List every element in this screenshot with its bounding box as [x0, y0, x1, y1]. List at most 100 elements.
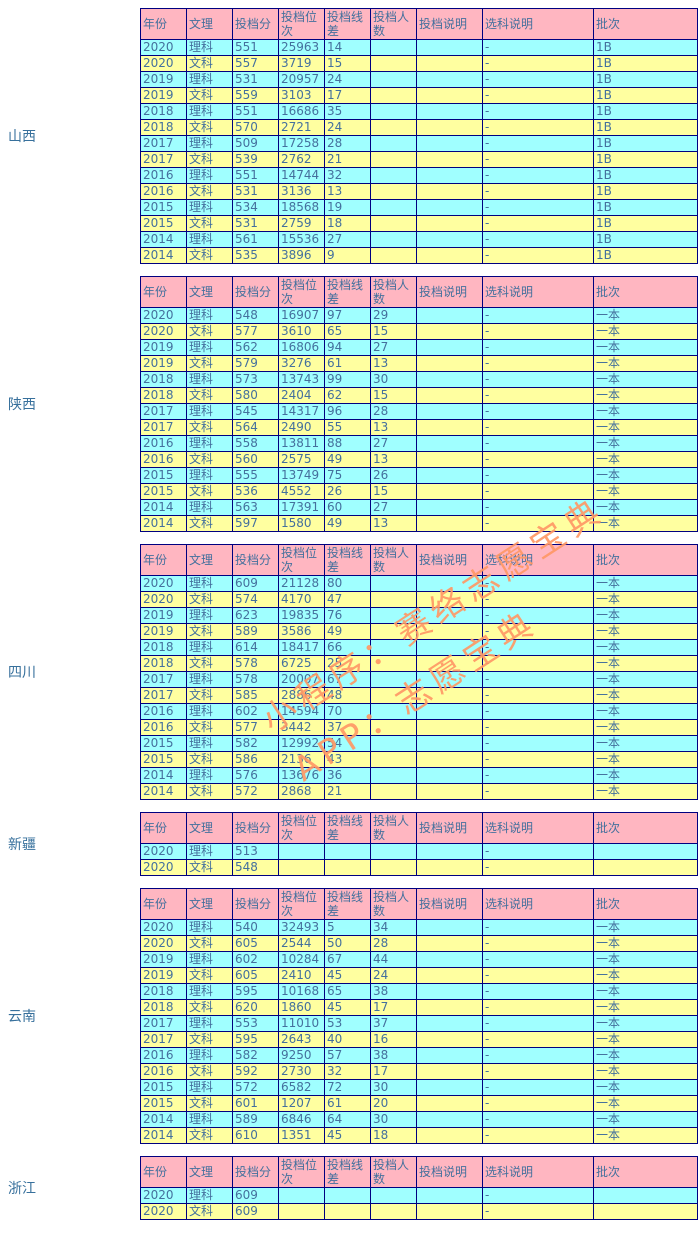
table-row: 2016 文科 577 3442 37 - 一本	[140, 719, 698, 736]
cell-track: 理科	[186, 339, 233, 356]
cell-note	[416, 39, 483, 56]
cell-year: 2020	[140, 935, 187, 952]
column-header: 批次	[593, 8, 698, 40]
cell-rank: 2643	[278, 1031, 325, 1048]
cell-note	[416, 151, 483, 168]
cell-track: 理科	[186, 135, 233, 152]
column-header: 投档说明	[416, 8, 483, 40]
cell-batch: 1B	[593, 71, 698, 88]
column-header: 投档线差	[324, 276, 371, 308]
cell-note	[416, 371, 483, 388]
cell-score: 561	[232, 231, 279, 248]
cell-score: 610	[232, 1127, 279, 1144]
cell-line-diff: 49	[324, 515, 371, 532]
cell-count	[370, 591, 417, 608]
cell-note	[416, 1203, 483, 1220]
cell-note	[416, 183, 483, 200]
cell-subject-note: -	[482, 515, 594, 532]
cell-rank: 3103	[278, 87, 325, 104]
table-row: 2015 文科 531 2759 18 -1B	[140, 215, 698, 232]
column-header: 投档人数	[370, 544, 417, 576]
cell-count	[370, 703, 417, 720]
cell-year: 2014	[140, 767, 187, 784]
cell-count: 27	[370, 435, 417, 452]
cell-track: 理科	[186, 1079, 233, 1096]
cell-subject-note: -	[482, 1079, 594, 1096]
province-label: 山西	[8, 129, 36, 145]
column-header: 投档位次	[278, 276, 325, 308]
cell-track: 理科	[186, 1111, 233, 1128]
province-section: 新疆 年份 文理 投档分 投档位次 投档线差 投档人数 投档说明 选科说明 批次 2020 理科 513…	[0, 812, 700, 876]
cell-score: 586	[232, 751, 279, 768]
cell-batch: 一本	[593, 687, 698, 704]
cell-score: 577	[232, 323, 279, 340]
cell-count	[370, 87, 417, 104]
table-row: 2016 文科 560 2575 49 13 - 一本	[140, 451, 698, 468]
cell-year: 2020	[140, 591, 187, 608]
cell-subject-note: -	[482, 103, 594, 120]
column-header: 批次	[593, 888, 698, 920]
cell-note	[416, 671, 483, 688]
cell-count: 34	[370, 919, 417, 936]
cell-count	[370, 751, 417, 768]
cell-note	[416, 231, 483, 248]
cell-year: 2014	[140, 1127, 187, 1144]
table-row: 2016 文科 531 3136 13 -1B	[140, 183, 698, 200]
cell-track: 文科	[186, 451, 233, 468]
cell-score: 548	[232, 859, 279, 876]
cell-subject-note: -	[482, 607, 594, 624]
cell-track: 理科	[186, 167, 233, 184]
cell-note	[416, 623, 483, 640]
cell-track: 理科	[186, 467, 233, 484]
cell-year: 2018	[140, 983, 187, 1000]
cell-batch: 一本	[593, 951, 698, 968]
column-header: 投档分	[232, 812, 279, 844]
cell-score: 614	[232, 639, 279, 656]
column-header: 投档分	[232, 276, 279, 308]
cell-note	[416, 119, 483, 136]
cell-score: 609	[232, 1203, 279, 1220]
cell-line-diff: 50	[324, 935, 371, 952]
column-header: 投档说明	[416, 276, 483, 308]
cell-subject-note: -	[482, 231, 594, 248]
cell-batch	[593, 859, 698, 876]
table-row: 2019 文科 579 3276 61 13 - 一本	[140, 355, 698, 372]
table-row: 2016 理科 558 13811 88 27 - 一本	[140, 435, 698, 452]
table-row: 2019 文科 559 3103 17 -1B	[140, 87, 698, 104]
cell-count	[370, 687, 417, 704]
cell-rank: 2730	[278, 1063, 325, 1080]
cell-score: 595	[232, 983, 279, 1000]
cell-track: 文科	[186, 591, 233, 608]
cell-score: 576	[232, 767, 279, 784]
cell-batch: 一本	[593, 515, 698, 532]
cell-count	[370, 783, 417, 800]
cell-subject-note: -	[482, 371, 594, 388]
cell-subject-note: -	[482, 199, 594, 216]
cell-line-diff: 72	[324, 1079, 371, 1096]
cell-year: 2016	[140, 451, 187, 468]
cell-note	[416, 215, 483, 232]
cell-year: 2017	[140, 687, 187, 704]
cell-subject-note: -	[482, 1015, 594, 1032]
table-row: 2019 理科 602 10284 67 44 - 一本	[140, 951, 698, 968]
cell-year: 2016	[140, 183, 187, 200]
cell-rank: 13749	[278, 467, 325, 484]
table-row: 2020 理科 609 21128 80 - 一本	[140, 575, 698, 592]
cell-batch: 一本	[593, 671, 698, 688]
table-row: 2018 文科 570 2721 24 -1B	[140, 119, 698, 136]
cell-subject-note: -	[482, 575, 594, 592]
cell-subject-note: -	[482, 1095, 594, 1112]
cell-score: 559	[232, 87, 279, 104]
cell-rank: 1351	[278, 1127, 325, 1144]
table-row: 2020 文科 609 -	[140, 1203, 698, 1220]
cell-track: 文科	[186, 623, 233, 640]
cell-note	[416, 1031, 483, 1048]
column-header: 文理	[186, 544, 233, 576]
cell-track: 文科	[186, 215, 233, 232]
cell-line-diff: 24	[324, 119, 371, 136]
cell-batch: 一本	[593, 623, 698, 640]
cell-year: 2018	[140, 103, 187, 120]
table-row: 2015 文科 586 2136 43 - 一本	[140, 751, 698, 768]
cell-year: 2017	[140, 1031, 187, 1048]
cell-year: 2017	[140, 403, 187, 420]
